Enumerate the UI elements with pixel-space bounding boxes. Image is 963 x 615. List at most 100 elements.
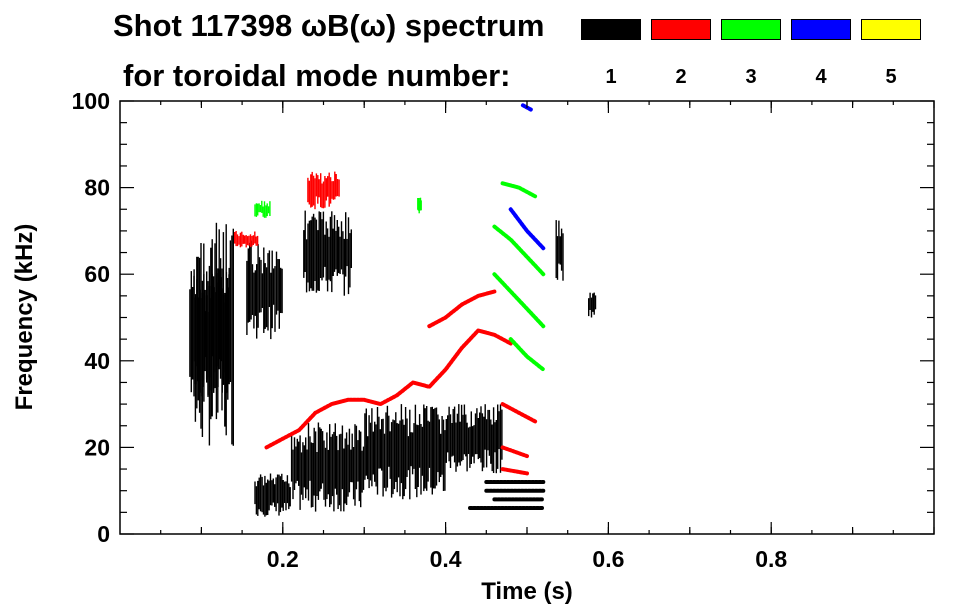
spectral-streak: [200, 243, 202, 429]
spectral-streak: [312, 443, 314, 507]
spectral-streak: [263, 201, 266, 218]
spectral-streak: [481, 413, 484, 472]
spectral-streak: [448, 406, 450, 462]
spectral-streak: [257, 244, 259, 328]
spectral-streak: [383, 433, 386, 488]
spectral-streak: [304, 210, 306, 272]
spectral-streak: [379, 429, 381, 469]
spectral-streak: [328, 236, 330, 280]
spectral-streak: [410, 432, 412, 467]
spectral-streak: [498, 411, 500, 450]
spectral-streak: [285, 481, 287, 511]
spectral-streak: [261, 476, 263, 513]
spectral-streak: [558, 220, 560, 264]
spectral-streak: [317, 175, 319, 204]
spectral-streak: [256, 264, 258, 339]
spectral-streak: [326, 432, 328, 500]
spectral-streak: [315, 219, 318, 293]
spectral-streak: [338, 434, 341, 506]
spectral-streak: [303, 230, 305, 278]
spectral-streak: [346, 238, 348, 267]
spectral-streak: [324, 176, 326, 208]
spectral-streak: [267, 479, 269, 515]
spectral-streak: [324, 447, 327, 507]
spectral-streak: [246, 236, 249, 246]
spectral-streak: [329, 424, 331, 508]
x-tick-label: 0.2: [267, 546, 299, 572]
spectral-streak: [266, 203, 268, 217]
spectral-streak: [458, 404, 460, 463]
spectral-streak: [474, 413, 477, 455]
spectral-streak: [211, 239, 213, 417]
spectral-streak: [318, 211, 320, 291]
spectral-streak: [327, 449, 329, 495]
spectral-streak: [292, 449, 294, 500]
mode-trace: [500, 181, 538, 199]
spectral-streak: [242, 234, 244, 244]
spectral-streak: [463, 404, 466, 455]
spectral-streak: [501, 409, 503, 460]
spectral-streak: [268, 250, 271, 307]
spectral-streak: [320, 173, 322, 208]
spectral-streak: [194, 297, 197, 422]
spectral-streak: [588, 298, 590, 317]
spectral-streak: [268, 480, 270, 511]
spectral-streak: [256, 235, 259, 246]
spectral-streak: [270, 272, 272, 340]
spectral-streak: [467, 427, 470, 454]
spectral-streak: [193, 275, 195, 397]
mode-trace: [264, 328, 513, 450]
spectral-streak: [465, 414, 467, 457]
spectral-streak: [246, 260, 248, 335]
spectral-streak: [262, 206, 264, 217]
mode-trace: [492, 224, 546, 277]
legend-swatch-mode-2: [651, 19, 711, 40]
y-tick-label: 80: [84, 175, 110, 201]
spectral-streak: [374, 421, 376, 482]
spectral-streak: [382, 418, 384, 497]
spectral-streak: [228, 274, 230, 379]
spectral-streak: [254, 481, 256, 505]
spectral-streak: [259, 474, 262, 512]
spectral-streak: [207, 281, 209, 397]
axes: 0.2 0.4 0.6 0.8 0 20 40 60 80 100: [72, 88, 935, 572]
spectral-streak: [260, 259, 262, 313]
spectral-streak: [196, 256, 198, 409]
spectral-streak: [347, 444, 349, 497]
spectral-streak: [447, 415, 449, 453]
spectral-streak: [281, 473, 283, 508]
spectral-streak: [335, 230, 337, 270]
y-tick-label: 0: [97, 521, 110, 547]
spectral-streak: [438, 419, 440, 483]
spectral-streak: [312, 213, 315, 291]
spectral-streak: [189, 289, 191, 377]
spectral-streak: [351, 433, 353, 483]
mode-trace: [500, 402, 538, 424]
spectral-streak: [440, 433, 442, 477]
chart-title-line-2: for toroidal mode number:: [123, 58, 511, 93]
spectral-streak: [316, 452, 318, 496]
spectral-streak: [487, 409, 489, 451]
spectral-streak: [417, 425, 419, 487]
spectral-streak: [336, 435, 338, 495]
spectral-streak: [413, 423, 415, 469]
legend-label-mode-3: 3: [745, 66, 757, 88]
spectral-streak: [589, 292, 591, 310]
spectral-streak: [320, 428, 322, 489]
spectral-streak: [331, 434, 334, 497]
spectral-streak: [314, 217, 316, 281]
spectral-streak: [232, 228, 234, 446]
spectral-streak: [452, 409, 454, 456]
spectral-streak: [340, 433, 342, 512]
y-tick-label: 60: [84, 261, 110, 287]
spectral-streak: [212, 276, 215, 390]
spectral-streak: [197, 256, 199, 382]
spectral-streak: [372, 431, 374, 475]
spectral-streak: [336, 220, 338, 276]
spectral-streak: [317, 230, 319, 291]
spectral-streak: [334, 171, 336, 200]
spectral-streak: [329, 216, 332, 282]
spectral-streak: [272, 478, 274, 503]
spectral-streak: [492, 407, 495, 473]
